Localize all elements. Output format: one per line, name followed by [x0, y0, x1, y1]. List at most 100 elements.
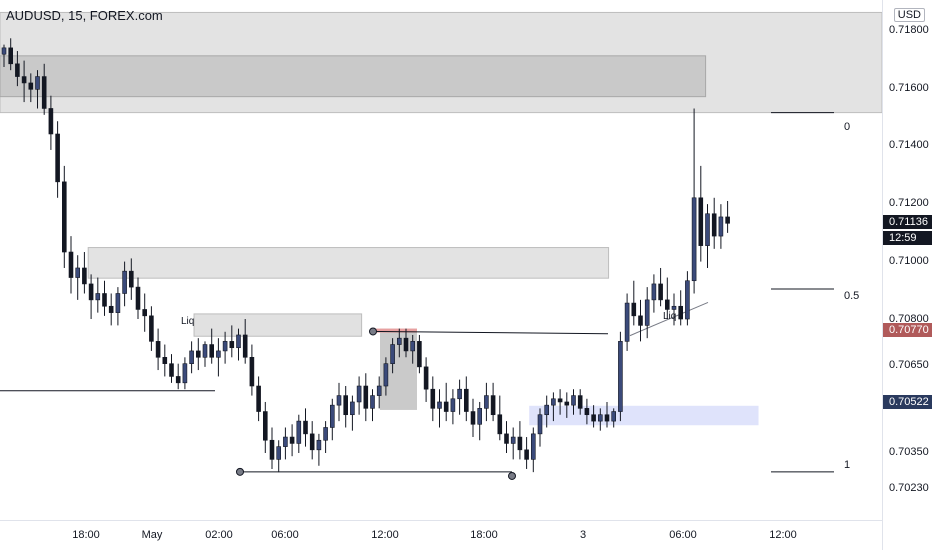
- candle-body: [691, 197, 697, 282]
- candle: [484, 382, 489, 422]
- candle: [35, 70, 40, 109]
- candle: [510, 427, 516, 460]
- candle-body: [88, 283, 94, 301]
- candle: [95, 277, 101, 313]
- candle: [383, 357, 389, 396]
- candle: [350, 395, 355, 431]
- axis-unit[interactable]: USD: [893, 8, 925, 22]
- candle: [108, 293, 114, 326]
- candle-body: [28, 82, 34, 90]
- candle-body: [490, 395, 496, 416]
- candle-body: [671, 305, 677, 310]
- candle: [82, 252, 87, 294]
- candle: [175, 363, 181, 390]
- price-tick: 0.71600: [889, 82, 929, 94]
- time-tick: 02:00: [205, 529, 233, 541]
- candle: [443, 382, 449, 422]
- price-tick: 0.71400: [889, 139, 929, 151]
- candle-body: [524, 449, 529, 460]
- demand-zone: [529, 405, 759, 426]
- candle: [725, 200, 730, 233]
- candle-body: [557, 398, 563, 403]
- candle: [678, 290, 684, 326]
- candle-body: [350, 401, 355, 416]
- candle: [316, 433, 322, 466]
- candle: [135, 277, 141, 320]
- candle-body: [396, 337, 402, 345]
- candle-body: [423, 366, 429, 390]
- fib-label-1: 1: [844, 459, 851, 471]
- candle-body: [477, 408, 483, 425]
- candle: [276, 440, 282, 473]
- candle: [88, 274, 94, 320]
- candle-body: [437, 401, 442, 409]
- candle-body: [651, 283, 657, 301]
- candle-body: [216, 350, 221, 358]
- candle-body: [229, 341, 235, 349]
- candle: [497, 395, 503, 441]
- candle-body: [1, 47, 7, 55]
- candle: [75, 255, 80, 300]
- candle-body: [618, 341, 623, 412]
- candle-body: [296, 420, 302, 444]
- candle-body: [55, 133, 60, 183]
- price-tick: 0.70350: [889, 446, 929, 458]
- candle: [236, 328, 241, 361]
- candle-body: [631, 302, 637, 317]
- price-tick: 0.70800: [889, 313, 929, 325]
- candle: [410, 334, 416, 364]
- candle: [584, 398, 590, 425]
- time-axis[interactable]: 18:00 May 02:00 06:00 12:00 18:00 3 06:0…: [0, 520, 882, 551]
- price-axis[interactable]: USD 0.71800 0.71600 0.71400 0.71200 0.71…: [882, 0, 932, 550]
- price-tick: 0.70650: [889, 359, 929, 371]
- candle: [356, 376, 362, 415]
- candle: [504, 421, 509, 454]
- candle-body: [189, 350, 194, 364]
- candle-body: [256, 385, 261, 412]
- time-tick: 06:00: [669, 529, 697, 541]
- candle-body: [323, 427, 328, 441]
- candle: [618, 331, 623, 422]
- highs-line: [372, 330, 609, 335]
- candle: [1, 44, 7, 67]
- candle-body: [417, 341, 422, 368]
- liq-trendline: [629, 301, 709, 337]
- candle-body: [370, 395, 375, 409]
- fib-label-0: 0: [844, 121, 851, 133]
- candle: [303, 408, 308, 447]
- candle-body: [537, 414, 543, 435]
- candle-body: [644, 299, 650, 326]
- candle-body: [262, 411, 268, 441]
- candle: [463, 376, 469, 422]
- candle: [249, 344, 255, 396]
- candle: [21, 60, 27, 103]
- candle: [149, 306, 154, 351]
- candle-body: [289, 436, 295, 444]
- fib-label-0-5: 0.5: [844, 290, 860, 302]
- candle-body: [658, 283, 663, 301]
- price-tick: 0.71000: [889, 255, 929, 267]
- candle: [122, 261, 127, 307]
- candle-body: [363, 385, 369, 409]
- candle: [61, 165, 67, 268]
- candle: [102, 280, 107, 316]
- candle: [685, 271, 690, 326]
- candle: [142, 293, 147, 332]
- candle-body: [484, 395, 489, 409]
- candle: [591, 405, 596, 428]
- candle-body: [209, 344, 214, 358]
- candle: [182, 357, 188, 390]
- candle: [577, 389, 583, 415]
- red-marker: [372, 328, 417, 333]
- candle: [202, 341, 208, 367]
- candle-body: [544, 404, 550, 416]
- candle: [169, 354, 174, 383]
- candle-body: [604, 414, 610, 422]
- candle-body: [95, 293, 101, 301]
- candle: [698, 165, 704, 262]
- candle-body: [8, 47, 13, 65]
- candle: [705, 204, 710, 268]
- candlestick-chart[interactable]: [0, 0, 882, 520]
- candle: [55, 121, 60, 198]
- liq-annotation-right: Liq: [663, 311, 677, 322]
